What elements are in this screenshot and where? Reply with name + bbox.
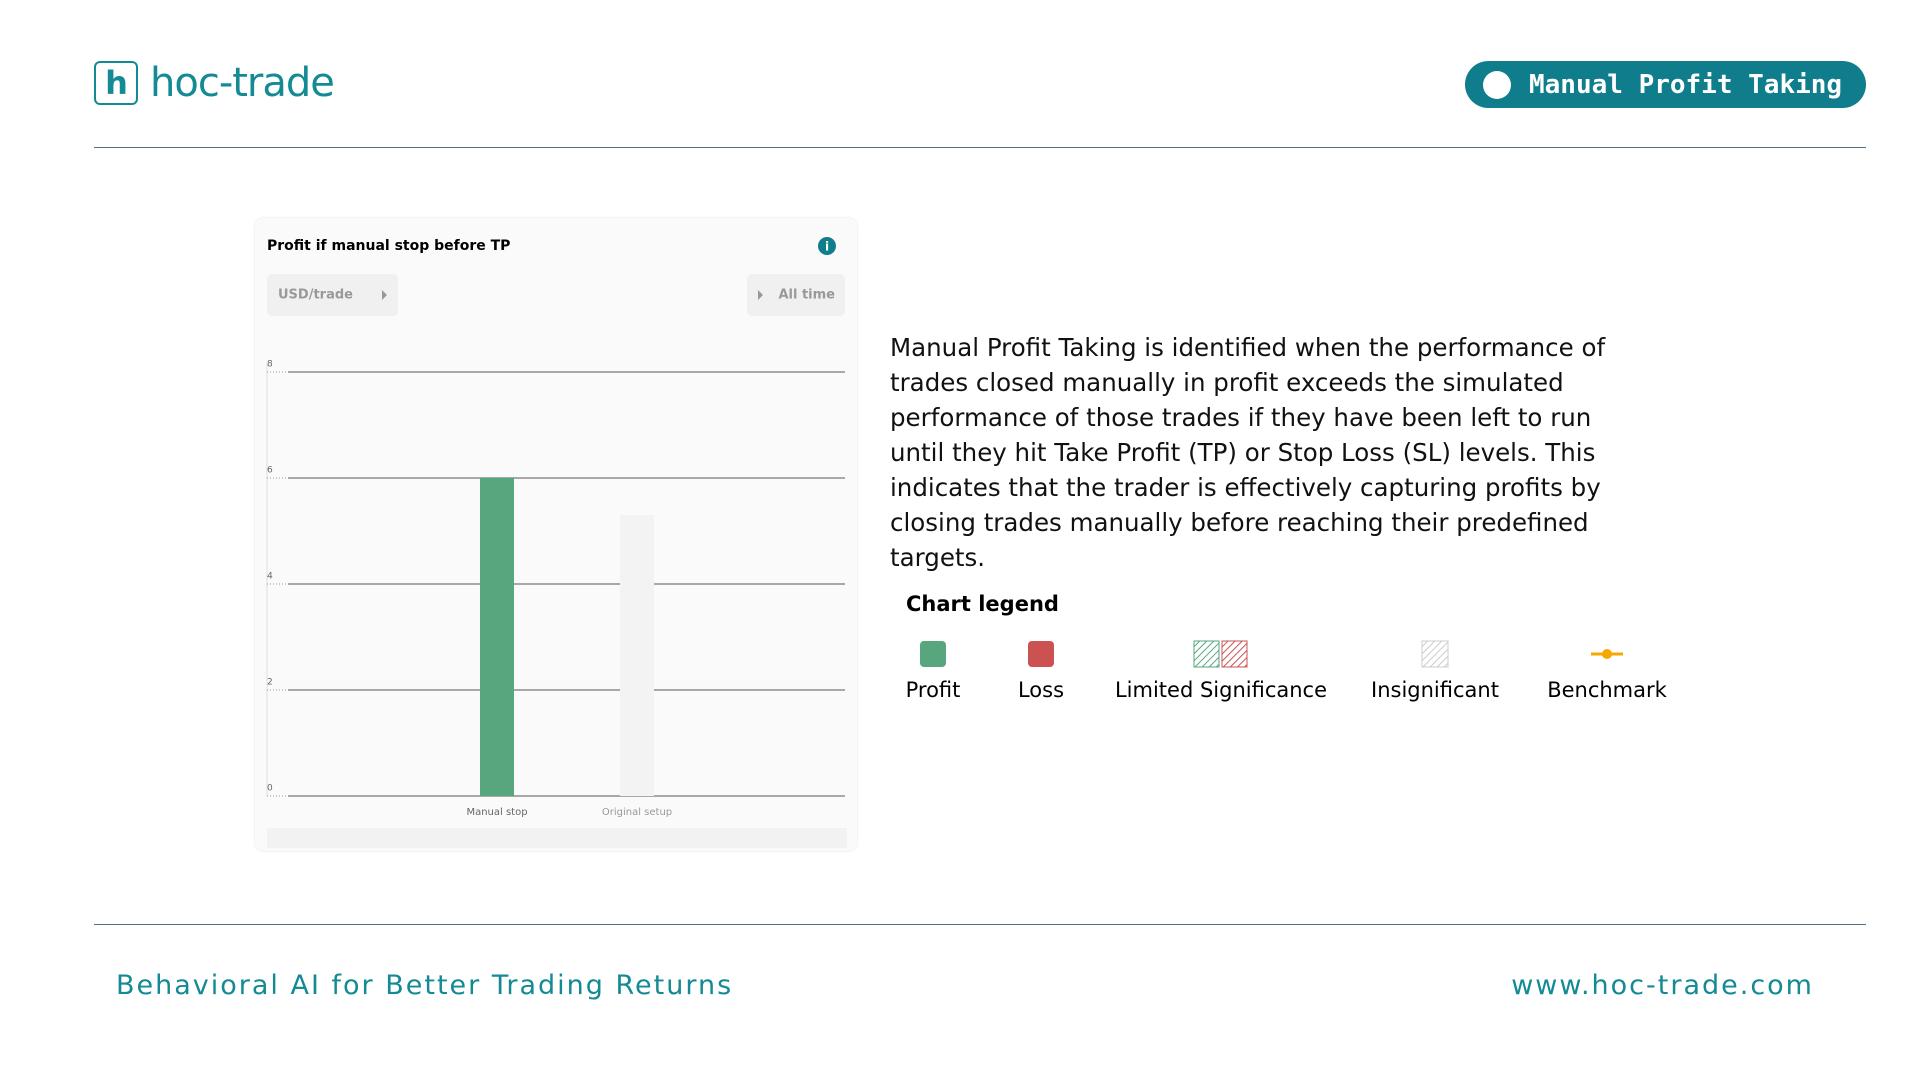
badge: Manual Profit Taking bbox=[1465, 61, 1866, 108]
arrow bbox=[382, 290, 387, 300]
chart: Profit if manual stop before TP i USD/tr… bbox=[266, 237, 847, 848]
description: Manual Profit Taking is identified when … bbox=[890, 333, 1606, 572]
legend-label: Benchmark bbox=[1547, 678, 1667, 702]
legend-item: Insignificant bbox=[1305, 640, 1565, 702]
legend-label: Limited Significance bbox=[1114, 678, 1328, 702]
y-tick-label: 4 bbox=[267, 572, 273, 582]
legend-title: Chart legend bbox=[906, 592, 1059, 616]
chart-card: Profit if manual stop before TP i USD/tr… bbox=[255, 218, 857, 851]
unit-button[interactable] bbox=[267, 274, 398, 316]
period-button-label: All time bbox=[778, 288, 835, 303]
logo-text: hoc-trade bbox=[150, 60, 335, 106]
x-tick-label: Manual stop bbox=[466, 807, 527, 818]
arrow bbox=[758, 290, 763, 300]
divider bbox=[94, 924, 1866, 925]
footer-band bbox=[267, 828, 847, 848]
website[interactable]: www.hoc-trade.com bbox=[1511, 970, 1814, 1001]
chart-title: Profit if manual stop before TP bbox=[267, 238, 510, 254]
period-button[interactable] bbox=[747, 274, 845, 316]
y-tick-label: 2 bbox=[267, 678, 273, 688]
y-tick-label: 0 bbox=[267, 784, 273, 794]
y-tick-label: 8 bbox=[267, 360, 273, 370]
x-tick-label: Original setup bbox=[602, 807, 672, 818]
bar bbox=[480, 478, 514, 796]
legend-item: Profit bbox=[803, 640, 1063, 702]
bar bbox=[620, 515, 654, 796]
info-glyph: i bbox=[825, 240, 829, 254]
legend-item: Limited Significance bbox=[1091, 640, 1351, 702]
legend-label: Loss bbox=[1017, 678, 1065, 702]
tagline: Behavioral AI for Better Trading Returns bbox=[116, 970, 734, 1001]
legend-item: Loss bbox=[911, 640, 1171, 702]
divider bbox=[94, 147, 1866, 148]
logo-icon: h bbox=[94, 61, 138, 105]
legend-label: Insignificant bbox=[1371, 678, 1499, 702]
y-tick-label: 6 bbox=[267, 466, 273, 476]
info-icon[interactable] bbox=[818, 237, 836, 255]
logo[interactable]: h hoc-trade bbox=[94, 60, 335, 106]
legend-label: Profit bbox=[905, 678, 961, 702]
unit-button-label: USD/trade bbox=[278, 288, 353, 303]
legend-item: Benchmark bbox=[1477, 640, 1737, 702]
